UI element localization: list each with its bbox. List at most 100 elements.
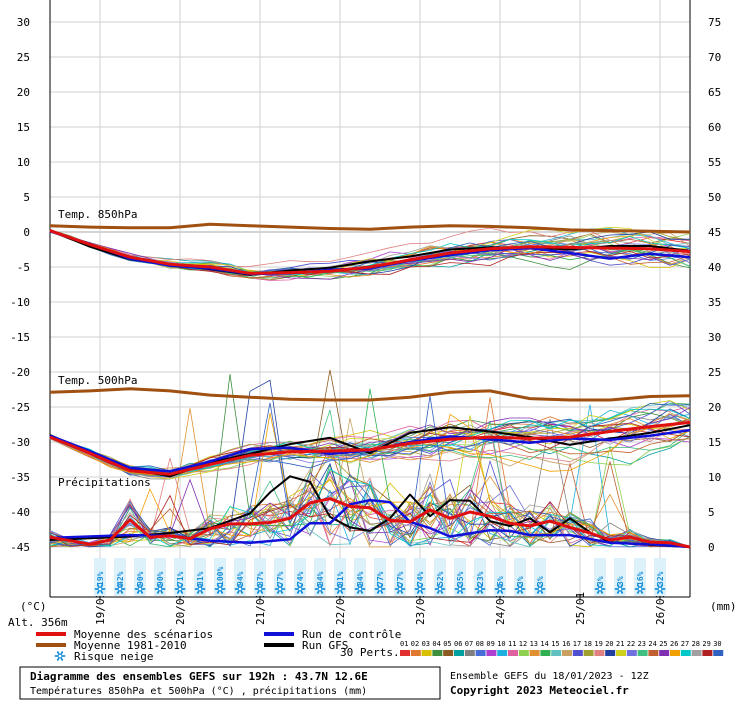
snowflake-icon	[54, 651, 66, 661]
snowflake-icon	[654, 584, 666, 594]
snow-risk-bg	[594, 558, 606, 596]
snowflake-center	[498, 587, 502, 591]
pert-color-swatch	[410, 650, 421, 656]
snow-risk-cell: 3%	[614, 558, 626, 596]
left-tick-label: -40	[10, 506, 30, 519]
snowflake-icon	[314, 584, 326, 594]
snow-risk-bg	[654, 558, 666, 596]
snow-risk-percent: 81%	[196, 571, 205, 586]
right-tick-label: 25	[708, 366, 721, 379]
snow-risk-cell: 74%	[294, 558, 306, 596]
snow-risk-percent: 42%	[116, 571, 125, 586]
mean-500-line	[49, 420, 691, 476]
pert-number: 19	[594, 640, 602, 648]
snow-risk-percent: 32%	[656, 571, 665, 586]
snowflake-icon	[474, 584, 486, 594]
x-tick-label: 24/01	[494, 592, 507, 625]
pert-number: 15	[551, 640, 559, 648]
label-precipitations: Précipitations	[58, 476, 151, 489]
snow-risk-bg	[234, 558, 246, 596]
pert-color-swatch	[464, 650, 475, 656]
legend: Moyenne des scénarios Run de contrôle Moye…	[36, 628, 724, 663]
footer-subtitle: Températures 850hPa et 500hPa (°C) , pré…	[30, 685, 367, 697]
pert-color-swatch	[691, 650, 702, 656]
snow-risk-bg	[174, 558, 186, 596]
snowflake-icon	[614, 584, 626, 594]
snowflake-center	[358, 587, 362, 591]
pert-number: 11	[508, 640, 516, 648]
right-tick-label: 0	[708, 541, 715, 554]
climatology-850-line	[49, 222, 691, 234]
snowflake-center	[118, 587, 122, 591]
snowflake-center	[638, 587, 642, 591]
snowflake-icon	[454, 584, 466, 594]
member-precip-line	[49, 409, 691, 548]
snowflake-center	[218, 587, 222, 591]
legend-label: Run de contrôle	[302, 628, 401, 641]
snow-risk-cell: 100%	[214, 558, 226, 596]
snow-risk-bg	[94, 558, 106, 596]
control-precip-line	[49, 498, 691, 549]
snow-risk-bg	[614, 558, 626, 596]
snow-risk-cell: 90%	[134, 558, 146, 596]
snow-risk-cell: 77%	[274, 558, 286, 596]
snow-risk-cell: 19%	[94, 558, 106, 596]
pert-color-swatch	[713, 650, 724, 656]
right-tick-label: 5	[708, 506, 715, 519]
snow-risk-bg	[394, 558, 406, 596]
snowflake-center	[658, 587, 662, 591]
mean-850-line	[49, 229, 691, 275]
pert-color-swatch	[616, 650, 626, 656]
pert-color-swatch	[680, 650, 691, 656]
snow-risk-percent: 35%	[456, 571, 465, 586]
left-tick-label: -45	[10, 541, 30, 554]
snow-risk-bg	[314, 558, 326, 596]
snow-risk-cell: 84%	[354, 558, 366, 596]
snow-risk-percent: 74%	[296, 571, 305, 586]
snowflake-center	[238, 587, 242, 591]
snow-risk-bg	[294, 558, 306, 596]
snow-risk-cell: 87%	[254, 558, 266, 596]
left-tick-label: -5	[17, 261, 30, 274]
snowflake-icon	[394, 584, 406, 594]
snow-risk-bg	[494, 558, 506, 596]
snowflake-center	[458, 587, 462, 591]
snow-risk-percent: 3%	[616, 576, 625, 586]
snowflake-center	[258, 587, 262, 591]
climatology-500-line	[49, 387, 691, 402]
pert-number: 03	[422, 640, 430, 648]
snowflake-center	[278, 587, 282, 591]
left-tick-label: 10	[17, 156, 30, 169]
snowflake-icon	[354, 584, 366, 594]
member-precip-line	[49, 413, 691, 548]
snow-risk-cell: 90%	[154, 558, 166, 596]
pert-number: 05	[443, 640, 451, 648]
pert-number: 20	[605, 640, 613, 648]
x-tick-label: 21/01	[254, 592, 267, 625]
snow-risk-bg	[474, 558, 486, 596]
member-precip-line	[49, 468, 691, 548]
snow-risk-percent: 3%	[536, 576, 545, 586]
snowflake-center	[338, 587, 342, 591]
left-tick-label: 15	[17, 121, 30, 134]
left-tick-label: 30	[17, 16, 30, 29]
snowflake-center	[58, 654, 62, 658]
pert-color-swatch	[637, 650, 648, 656]
right-tick-label: 35	[708, 296, 721, 309]
pert-number: 07	[465, 640, 473, 648]
snow-risk-bg	[434, 558, 446, 596]
snow-risk-percent: 23%	[476, 571, 485, 586]
snowflake-icon	[254, 584, 266, 594]
pert-number: 27	[681, 640, 689, 648]
pert-number: 14	[540, 640, 548, 648]
snowflake-center	[198, 587, 202, 591]
snow-risk-bg	[534, 558, 546, 596]
gfs-precip-line	[49, 475, 691, 548]
pert-number: 30	[713, 640, 721, 648]
snow-risk-percent: 6%	[496, 576, 505, 586]
pert-number: 21	[616, 640, 624, 648]
pert-number: 10	[497, 640, 505, 648]
left-tick-label: -20	[10, 366, 30, 379]
pert-color-swatch	[518, 650, 529, 656]
